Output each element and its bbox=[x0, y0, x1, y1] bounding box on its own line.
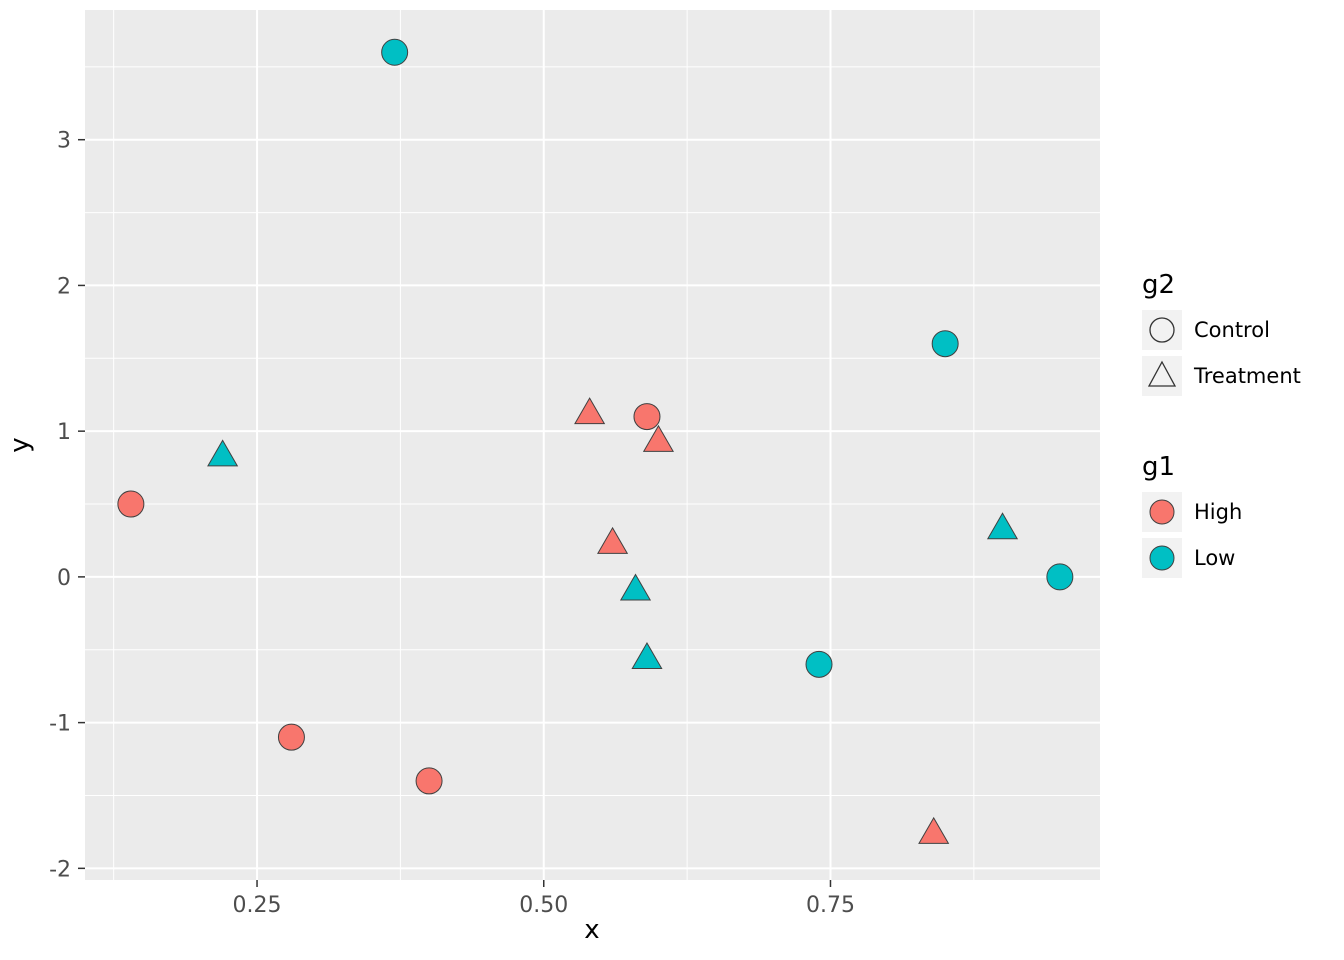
legend-g2-title: g2 bbox=[1142, 270, 1176, 300]
point-low-control bbox=[381, 38, 409, 66]
point-low-treatment bbox=[631, 641, 663, 669]
point-low-treatment bbox=[207, 439, 239, 467]
x-tick-label: 0.75 bbox=[806, 893, 855, 918]
point-low-treatment bbox=[986, 512, 1019, 540]
legend-item-control: Control bbox=[1142, 310, 1301, 350]
point-high-treatment bbox=[574, 397, 606, 425]
y-tick-label: -2 bbox=[49, 857, 71, 882]
legend-key-treatment bbox=[1142, 356, 1182, 396]
axis-ticks-layer bbox=[78, 138, 832, 887]
legend-key-control bbox=[1142, 310, 1182, 350]
x-tick-label: 0.25 bbox=[233, 893, 282, 918]
point-high-control bbox=[117, 490, 145, 518]
point-low-treatment bbox=[619, 573, 652, 601]
legend-item-high: High bbox=[1142, 492, 1301, 532]
legend-panel: g2 Control Treatment g1 bbox=[1142, 270, 1301, 578]
x-tick-label: 0.50 bbox=[519, 893, 568, 918]
legend-g1-title: g1 bbox=[1142, 452, 1176, 482]
y-tick-label: -1 bbox=[49, 712, 71, 737]
point-low-control bbox=[1046, 563, 1074, 591]
point-high-control bbox=[633, 403, 661, 431]
y-tick-label: 3 bbox=[57, 129, 71, 154]
point-low-control bbox=[805, 650, 833, 678]
point-high-treatment bbox=[642, 424, 675, 452]
legend-key-low bbox=[1142, 538, 1182, 578]
y-axis-title: y bbox=[5, 437, 35, 452]
open-triangle-icon bbox=[1147, 360, 1177, 387]
gridlines-major bbox=[85, 10, 1100, 880]
axis-tick-labels-layer: 0.25 0.50 0.75 -2 -1 0 1 2 3 bbox=[49, 129, 855, 918]
point-high-treatment bbox=[918, 816, 950, 844]
legend-key-high bbox=[1142, 492, 1182, 532]
legend-label-high: High bbox=[1194, 500, 1243, 524]
legend-g1: g1 High Low bbox=[1142, 452, 1301, 578]
y-tick-label: 1 bbox=[57, 420, 71, 445]
legend-item-treatment: Treatment bbox=[1142, 356, 1301, 396]
filled-circle-high-icon bbox=[1149, 499, 1175, 525]
y-tick-label: 2 bbox=[57, 274, 71, 299]
point-high-control bbox=[415, 767, 443, 795]
data-points-layer bbox=[117, 38, 1074, 844]
open-circle-icon bbox=[1149, 317, 1175, 343]
point-low-control bbox=[931, 330, 959, 358]
filled-circle-low-icon bbox=[1149, 545, 1175, 571]
legend-label-control: Control bbox=[1194, 318, 1270, 342]
plot-panel bbox=[85, 10, 1100, 880]
point-high-treatment bbox=[597, 526, 629, 554]
legend-label-treatment: Treatment bbox=[1194, 364, 1301, 388]
gridlines-minor bbox=[85, 10, 1100, 880]
legend-label-low: Low bbox=[1194, 546, 1236, 570]
legend-g2: g2 Control Treatment bbox=[1142, 270, 1301, 396]
x-axis-title: x bbox=[584, 915, 599, 945]
point-high-control bbox=[277, 723, 305, 751]
legend-item-low: Low bbox=[1142, 538, 1301, 578]
y-tick-label: 0 bbox=[57, 566, 71, 591]
